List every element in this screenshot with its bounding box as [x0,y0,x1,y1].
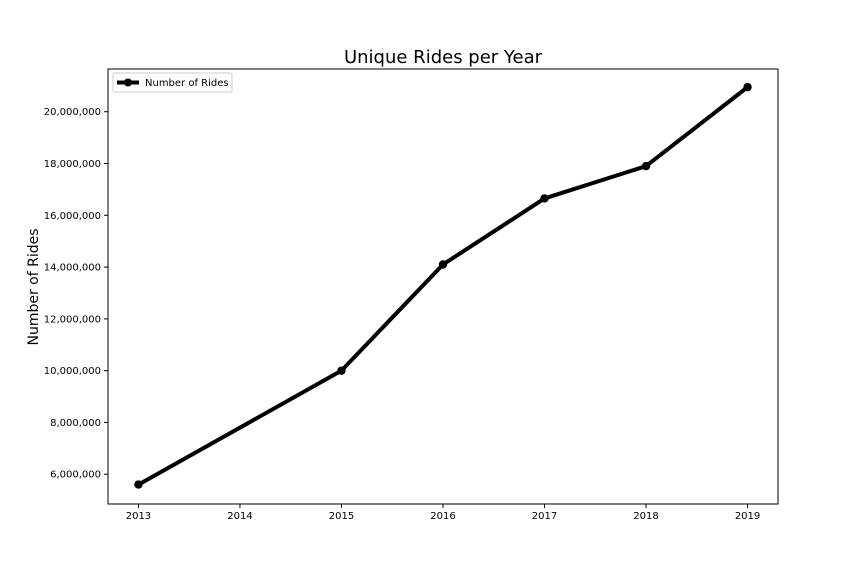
x-tick-label: 2019 [735,511,760,522]
x-tick-label: 2014 [227,511,252,522]
y-tick-label: 16,000,000 [44,211,101,222]
chart-title: Unique Rides per Year [344,47,543,68]
data-point [540,194,549,203]
data-point [743,82,752,92]
data-point [641,161,651,171]
x-tick-label: 2015 [329,511,354,522]
y-tick-label: 8,000,000 [50,418,101,429]
legend-label: Number of Rides [145,78,229,89]
y-tick-label: 10,000,000 [44,366,101,377]
y-tick-label: 18,000,000 [44,159,101,170]
y-tick-label: 14,000,000 [44,263,101,274]
x-tick-label: 2018 [633,511,658,522]
series-line [136,85,750,487]
x-tick-label: 2013 [126,511,151,522]
x-tick-label: 2017 [532,511,557,522]
data-point [337,366,346,375]
y-tick-label: 12,000,000 [44,314,101,325]
plot-frame [107,68,779,505]
legend: Number of Rides [112,72,233,93]
legend-box [112,72,233,93]
data-point [134,480,143,489]
x-tick-label: 2016 [430,511,455,522]
y-axis-title: Number of Rides [26,228,42,345]
y-tick-label: 20,000,000 [44,107,101,118]
legend-marker-swatch [124,78,132,87]
y-tick-label: 6,000,000 [50,470,101,481]
data-point [438,260,448,269]
